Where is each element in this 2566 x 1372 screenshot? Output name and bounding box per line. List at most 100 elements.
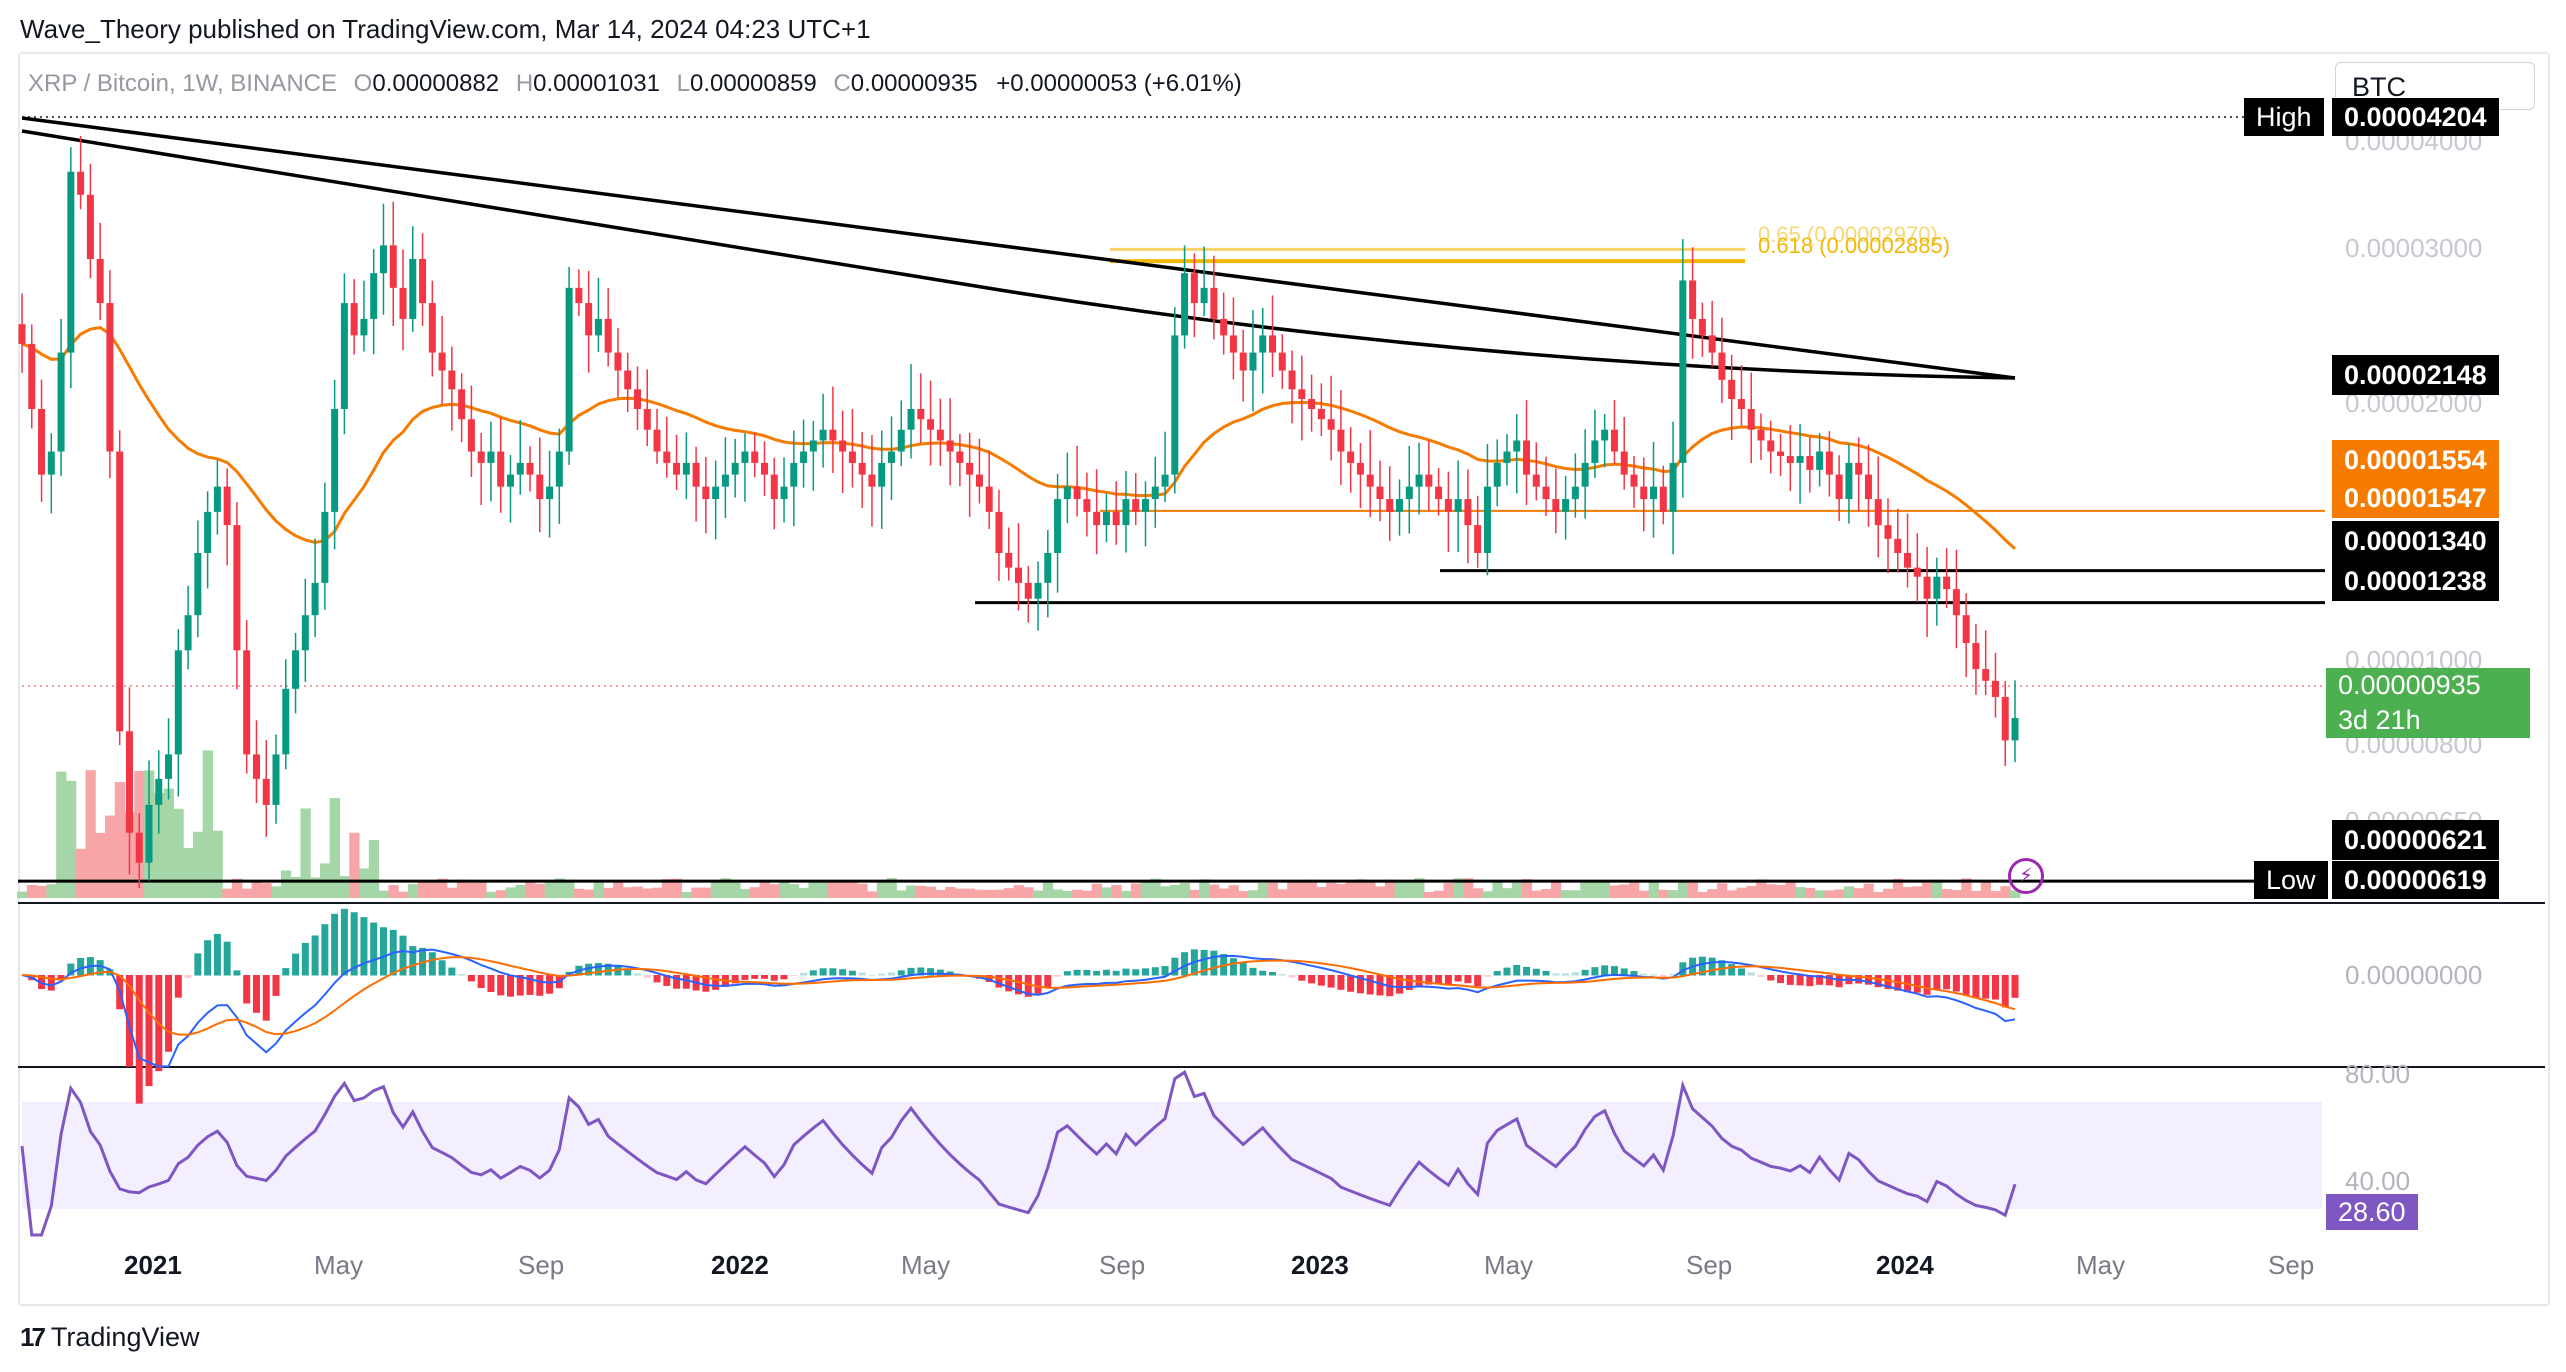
time-axis-label: Sep [518, 1250, 565, 1280]
candle-body [575, 287, 583, 304]
macd-histogram-bar [1571, 972, 1579, 976]
macd-histogram-bar [1083, 969, 1091, 976]
candle-body [809, 440, 817, 452]
volume-bar [1931, 879, 1943, 898]
macd-histogram-bar [1757, 975, 1765, 978]
candle-body [1024, 582, 1032, 599]
macd-histogram-bar [438, 960, 446, 976]
candle-body [1503, 451, 1511, 463]
volume-bar [1384, 879, 1396, 898]
candle-body [673, 462, 681, 475]
macd-histogram-bar [1200, 949, 1208, 976]
macd-histogram-bar [379, 927, 387, 976]
candle-body [1073, 486, 1081, 500]
candle-body [741, 451, 749, 463]
candle-body [174, 650, 182, 755]
macd-histogram-bar [125, 975, 133, 1067]
candle-body [985, 486, 993, 512]
macd-histogram-bar [1298, 975, 1306, 981]
macd-histogram-bar [1630, 971, 1638, 976]
macd-histogram-bar [780, 975, 788, 980]
macd-histogram-bar [536, 975, 544, 996]
volume-bar [1550, 880, 1562, 898]
candle-body [887, 451, 895, 463]
candle-body [165, 754, 173, 779]
macd-histogram-bar [1972, 975, 1980, 999]
volume-bar [36, 885, 47, 898]
candle-body [155, 778, 163, 805]
macd-histogram-bar [887, 972, 895, 976]
volume-bar [1590, 880, 1601, 898]
candle-body [624, 370, 632, 390]
candle-body [1591, 440, 1599, 463]
candle-body [379, 245, 387, 274]
candle-body [1093, 511, 1101, 526]
time-axis-label: May [1484, 1250, 1534, 1280]
volume-bar [1531, 890, 1542, 898]
candle-body [1396, 499, 1404, 512]
candle-body [458, 389, 466, 420]
alert-bolt-icon[interactable]: ⚡ [2008, 858, 2044, 894]
macd-histogram-bar [917, 967, 925, 976]
volume-bar [95, 832, 106, 898]
macd-histogram-bar [868, 974, 876, 976]
volume-bar [427, 882, 438, 898]
macd-histogram-bar [399, 935, 407, 976]
volume-bar [1375, 886, 1386, 898]
volume-bar [417, 882, 428, 898]
candle-body [243, 650, 251, 755]
volume-bar [388, 885, 399, 898]
ema-short-line [21, 326, 2017, 550]
macd-histogram-bar [243, 975, 251, 1004]
time-axis-label: 2023 [1291, 1250, 1349, 1280]
macd-histogram-bar [1786, 975, 1794, 985]
macd-histogram-bar [213, 933, 221, 976]
macd-histogram-bar [311, 935, 319, 976]
candle-body [1181, 273, 1189, 336]
macd-histogram-bar [829, 968, 837, 976]
candle-body [2011, 718, 2019, 741]
macd-histogram-bar [38, 975, 46, 990]
candle-body [1386, 499, 1394, 512]
high-label: H [515, 70, 534, 97]
macd-histogram-bar [57, 975, 65, 981]
candle-body [858, 462, 866, 475]
macd-histogram-bar [1181, 952, 1189, 976]
volume-bar [56, 771, 67, 898]
candle-body [262, 778, 270, 805]
macd-histogram-bar [1376, 975, 1384, 996]
macd-histogram-bar [516, 975, 524, 996]
candle-body [770, 474, 778, 500]
candle-body [1200, 287, 1208, 304]
volume-bar [359, 868, 370, 898]
volume-bar [1326, 882, 1337, 898]
macd-histogram-bar [1132, 969, 1140, 976]
candle-body [1669, 462, 1677, 512]
candle-body [106, 303, 114, 452]
volume-bar [1228, 885, 1239, 898]
volume-bar [808, 880, 819, 898]
candle-body [272, 754, 280, 805]
volume-bar [75, 848, 87, 898]
volume-bar [1609, 885, 1620, 898]
macd-histogram-bar [1347, 975, 1355, 992]
tradingview-logo[interactable]: 17 TradingView [20, 1322, 200, 1353]
macd-histogram-bar [1415, 975, 1423, 986]
candle-body [1943, 576, 1951, 590]
volume-bar [1179, 883, 1190, 898]
macd-histogram-bar [1308, 975, 1316, 984]
candle-body [1728, 379, 1736, 400]
volume-bar [1189, 889, 1200, 898]
candle-body [1737, 399, 1745, 409]
macd-histogram-bar [1552, 973, 1560, 976]
macd-histogram-bar [477, 975, 485, 989]
candle-body [1161, 474, 1169, 487]
volume-bar [1306, 879, 1317, 898]
volume-bar [2010, 890, 2021, 898]
volume-bar [1209, 884, 1220, 898]
macd-histogram-bar [848, 970, 856, 976]
candle-body [448, 370, 456, 390]
volume-bar [202, 750, 214, 898]
volume-bar [1111, 884, 1122, 898]
